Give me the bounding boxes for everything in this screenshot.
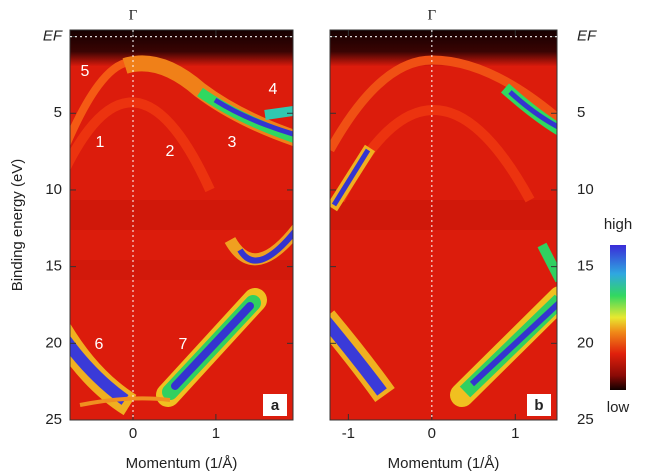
gamma-label: Γ xyxy=(129,7,138,23)
y-tick-label: 5 xyxy=(577,104,585,121)
y-tick-label: EF xyxy=(577,28,597,45)
y-tick-label: 25 xyxy=(45,411,62,428)
y-tick-label: 25 xyxy=(577,411,594,428)
spectrum-image-b xyxy=(325,30,560,420)
y-tick-label: EF xyxy=(43,28,63,45)
y-tick-label: 15 xyxy=(577,258,594,275)
spectrum-image-a xyxy=(60,30,300,420)
x-tick-label: -1 xyxy=(342,425,355,442)
x-axis-label: Momentum (1/Å) xyxy=(126,455,238,472)
band-label: 7 xyxy=(179,336,188,353)
gamma-label: Γ xyxy=(427,7,436,23)
band-label: 4 xyxy=(269,81,278,98)
figure: 0Γ1EF510152025Momentum (1/Å)Binding ener… xyxy=(0,0,655,475)
band-label: 5 xyxy=(81,63,90,80)
band-label: 1 xyxy=(96,134,105,151)
panel-label: a xyxy=(271,397,280,414)
x-tick-label: 0 xyxy=(129,425,137,442)
x-tick-label: 1 xyxy=(212,425,220,442)
x-axis-label: Momentum (1/Å) xyxy=(388,455,500,472)
x-tick-label: 1 xyxy=(511,425,519,442)
x-tick-label: 0 xyxy=(428,425,436,442)
colorbar xyxy=(610,245,626,390)
band-label: 3 xyxy=(228,134,237,151)
y-tick-label: 20 xyxy=(577,334,594,351)
band-label: 6 xyxy=(95,336,104,353)
y-tick-label: 20 xyxy=(45,334,62,351)
y-tick-label: 10 xyxy=(577,181,594,198)
colorbar-high: high xyxy=(604,216,632,233)
y-tick-label: 15 xyxy=(45,258,62,275)
y-tick-label: 5 xyxy=(54,104,62,121)
panel-label: b xyxy=(534,397,543,414)
colorbar-low: low xyxy=(607,399,630,416)
band-label: 2 xyxy=(166,143,175,160)
y-tick-label: 10 xyxy=(45,181,62,198)
y-axis-label: Binding energy (eV) xyxy=(9,159,26,292)
